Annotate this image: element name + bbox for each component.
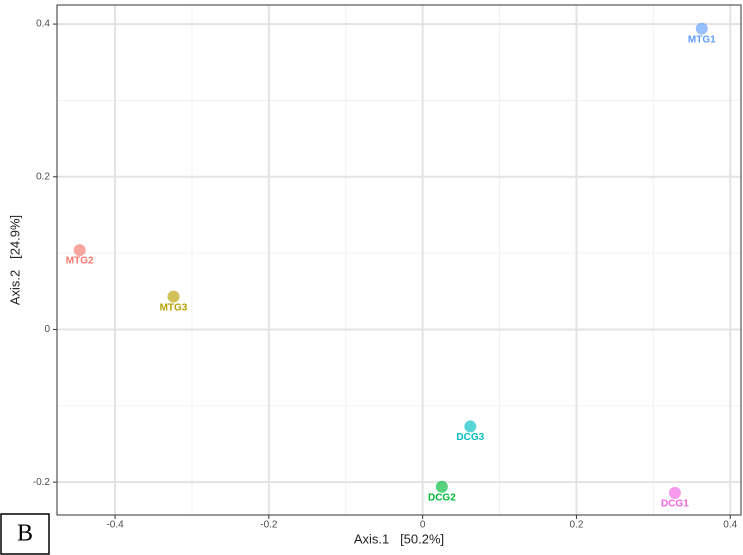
point-label: DCG2	[428, 492, 456, 503]
x-tick-label: -0.2	[260, 520, 278, 531]
plot-border	[56, 4, 742, 516]
x-tick-label: -0.4	[106, 520, 124, 531]
x-tick-label: 0.4	[723, 520, 737, 531]
panel-label: B	[17, 521, 33, 547]
point	[167, 290, 180, 303]
point	[435, 480, 448, 493]
point	[464, 420, 477, 433]
x-tick-label: 0	[420, 520, 426, 531]
x-tick-label: 0.2	[569, 520, 583, 531]
x-axis-title: Axis.1 [50.2%]	[354, 531, 444, 546]
y-tick-label: -0.2	[33, 477, 51, 488]
point-label: DCG3	[456, 432, 484, 443]
point	[668, 486, 681, 499]
point	[73, 244, 86, 257]
y-tick-label: 0.2	[36, 171, 50, 182]
panel-label-box	[0, 513, 50, 555]
point-label: DCG1	[661, 498, 689, 509]
y-tick-label: 0	[44, 324, 50, 335]
point-label: MTG2	[66, 256, 94, 267]
point-label: MTG1	[688, 34, 716, 45]
y-axis-title: Axis.2 [24.9%]	[7, 215, 22, 305]
point-label: MTG3	[160, 302, 188, 313]
y-tick-label: 0.4	[36, 19, 50, 30]
point	[695, 22, 708, 35]
